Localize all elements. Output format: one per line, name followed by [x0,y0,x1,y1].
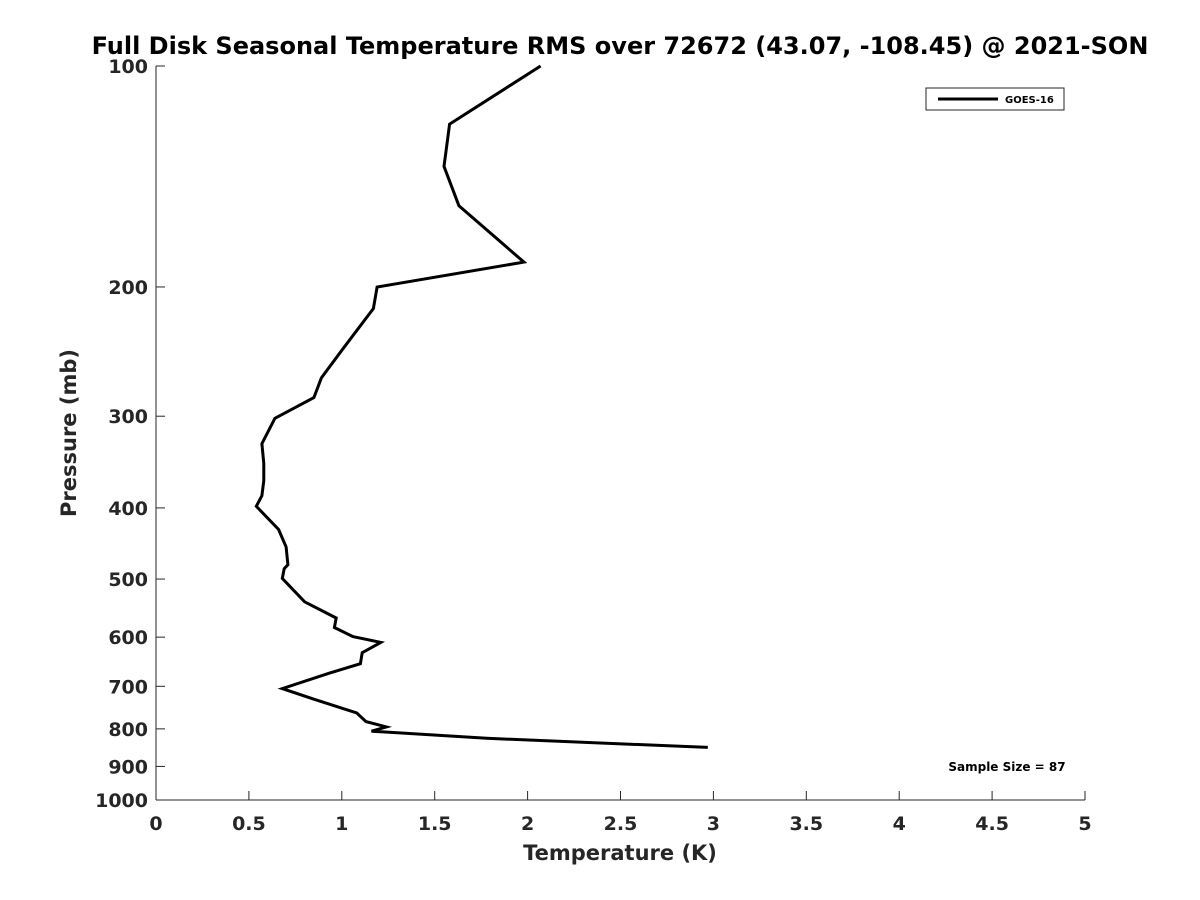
x-tick-label: 3 [707,813,720,835]
x-tick-label: 3.5 [789,813,823,835]
legend-label-goes-16: GOES-16 [1005,95,1054,106]
x-tick-label: 0 [149,813,162,835]
x-tick-label: 1.5 [418,813,452,835]
x-tick-label: 4 [893,813,906,835]
x-tick-label: 0.5 [232,813,266,835]
x-axis-label: Temperature (K) [523,841,717,865]
y-tick-label: 500 [108,569,148,591]
y-axis-label: Pressure (mb) [57,349,81,517]
sample-size-annotation: Sample Size = 87 [948,760,1065,774]
x-tick-label: 1 [335,813,348,835]
y-tick-label: 600 [108,627,148,649]
series-layer [254,64,708,749]
x-tick-label: 2 [521,813,534,835]
y-tick-label: 400 [108,498,148,520]
legend: GOES-16 [925,87,1065,111]
y-tick-label: 900 [108,756,148,778]
x-tick-label: 4.5 [975,813,1009,835]
y-tick-label: 300 [108,406,148,428]
y-tick-label: 200 [108,277,148,299]
y-tick-label: 800 [108,719,148,741]
chart-title: Full Disk Seasonal Temperature RMS over … [92,32,1149,60]
series-line-goes-16 [254,64,708,749]
y-tick-label: 100 [108,56,148,78]
y-tick-label: 1000 [95,790,148,812]
y-tick-label: 700 [108,676,148,698]
x-tick-label: 2.5 [604,813,638,835]
x-tick-label: 5 [1078,813,1091,835]
axes: 0 0.5 1 1.5 2 2.5 3 3.5 4 4.5 5 100 200 300 400 500 600 7… [95,56,1092,835]
